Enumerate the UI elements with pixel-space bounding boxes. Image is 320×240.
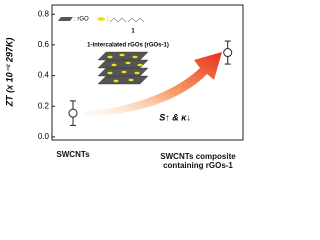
y-tick-label: 0.8 bbox=[38, 9, 50, 18]
y-axis-label: ZT (x 10⁻² 297K) bbox=[4, 38, 14, 108]
y-tick-label: 0.0 bbox=[38, 132, 50, 141]
chart: : rGO : 1 1-intercalated rGOs (rGOs-1) S… bbox=[4, 4, 244, 141]
point bbox=[68, 108, 78, 118]
molecule-dots bbox=[107, 53, 143, 83]
y-tick-label: 0.6 bbox=[38, 40, 50, 49]
rgo-legend: : rGO bbox=[74, 17, 89, 23]
point bbox=[223, 48, 233, 58]
y-tick-label: 0.2 bbox=[38, 101, 50, 110]
arrow bbox=[84, 52, 222, 116]
y-tick-label: 0.4 bbox=[38, 71, 50, 80]
figure: : rGO : 1 1-intercalated rGOs (rGOs-1) S… bbox=[4, 4, 244, 170]
x-tick-label: SWCNTs composite containing rGOs-1 bbox=[160, 152, 236, 170]
rgo-icon bbox=[58, 17, 73, 21]
intercalated-label: 1-intercalated rGOs (rGOs-1) bbox=[87, 43, 169, 49]
x-tick-label: SWCNTs bbox=[56, 150, 90, 159]
rgo-stack bbox=[97, 51, 149, 85]
molecule-structure bbox=[109, 17, 145, 23]
plot-frame bbox=[51, 4, 244, 141]
molecule-label: 1 bbox=[131, 29, 135, 35]
effect-label: S↑ & κ↓ bbox=[159, 112, 191, 122]
colon: : bbox=[107, 17, 109, 23]
molecule-icon bbox=[97, 17, 105, 21]
